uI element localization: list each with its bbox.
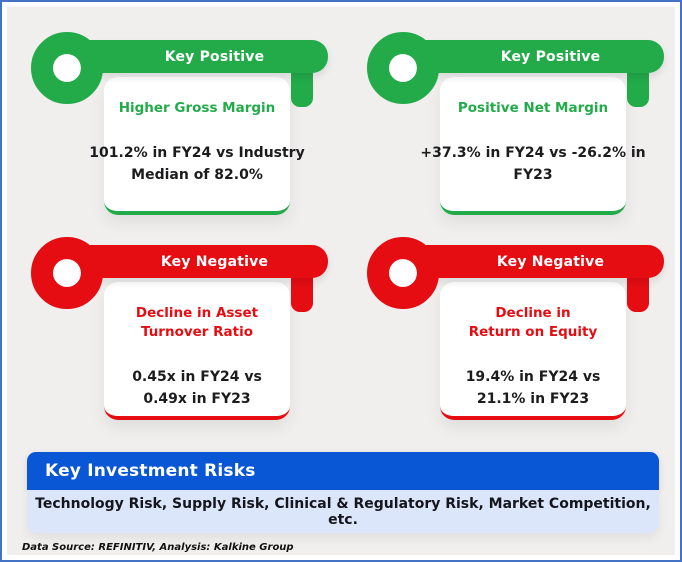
key-label: Key Positive bbox=[164, 48, 265, 65]
key-negative-block-1: Decline in Asset Turnover Ratio 0.45x in… bbox=[7, 212, 348, 422]
positive-card-net-margin: Positive Net Margin +37.3% in FY24 vs -2… bbox=[420, 77, 646, 215]
key-icon: Key Negative bbox=[7, 212, 348, 422]
key-shaft: Key Positive bbox=[65, 40, 328, 73]
data-source-note: Data Source: REFINITIV, Analysis: Kalkin… bbox=[22, 542, 294, 553]
card-title: Decline in Return on Equity bbox=[468, 305, 598, 340]
key-ring bbox=[367, 32, 439, 104]
investment-risks-title: Key Investment Risks bbox=[45, 461, 256, 481]
key-shaft: Key Positive bbox=[401, 40, 664, 73]
card-title: Positive Net Margin bbox=[457, 100, 609, 116]
key-label: Key Negative bbox=[160, 253, 269, 270]
card-title: Decline in Asset Turnover Ratio bbox=[135, 305, 259, 340]
key-icon: Key Positive bbox=[343, 7, 680, 217]
key-icon: Key Negative bbox=[343, 212, 680, 422]
key-positive-block-1: Higher Gross Margin 101.2% in FY24 vs In… bbox=[7, 7, 348, 217]
card-detail: +37.3% in FY24 vs -26.2% in FY23 bbox=[420, 144, 646, 184]
card-detail: 101.2% in FY24 vs Industry Median of 82.… bbox=[89, 144, 305, 184]
key-label: Key Negative bbox=[496, 253, 605, 270]
key-negative-block-2: Decline in Return on Equity 19.4% in FY2… bbox=[343, 212, 680, 422]
key-ring bbox=[31, 237, 103, 309]
key-label: Key Positive bbox=[500, 48, 601, 65]
key-positive-block-2: Positive Net Margin +37.3% in FY24 vs -2… bbox=[343, 7, 680, 217]
investment-risks-body: Technology Risk, Supply Risk, Clinical &… bbox=[27, 490, 659, 533]
key-icon: Key Positive bbox=[7, 7, 348, 217]
key-shaft: Key Negative bbox=[65, 245, 328, 278]
negative-card-asset-turnover: Decline in Asset Turnover Ratio 0.45x in… bbox=[104, 282, 290, 420]
card-detail: 19.4% in FY24 vs 21.1% in FY23 bbox=[465, 368, 601, 408]
investment-risks-banner: Key Investment Risks bbox=[27, 452, 659, 490]
investment-risks-list: Technology Risk, Supply Risk, Clinical &… bbox=[35, 495, 651, 528]
card-detail: 0.45x in FY24 vs 0.49x in FY23 bbox=[132, 368, 262, 408]
card-title: Higher Gross Margin bbox=[118, 100, 276, 116]
key-ring bbox=[31, 32, 103, 104]
infographic-background: Higher Gross Margin 101.2% in FY24 vs In… bbox=[7, 7, 675, 555]
negative-card-return-on-equity: Decline in Return on Equity 19.4% in FY2… bbox=[440, 282, 626, 420]
key-ring bbox=[367, 237, 439, 309]
key-shaft: Key Negative bbox=[401, 245, 664, 278]
positive-card-gross-margin: Higher Gross Margin 101.2% in FY24 vs In… bbox=[89, 77, 305, 215]
